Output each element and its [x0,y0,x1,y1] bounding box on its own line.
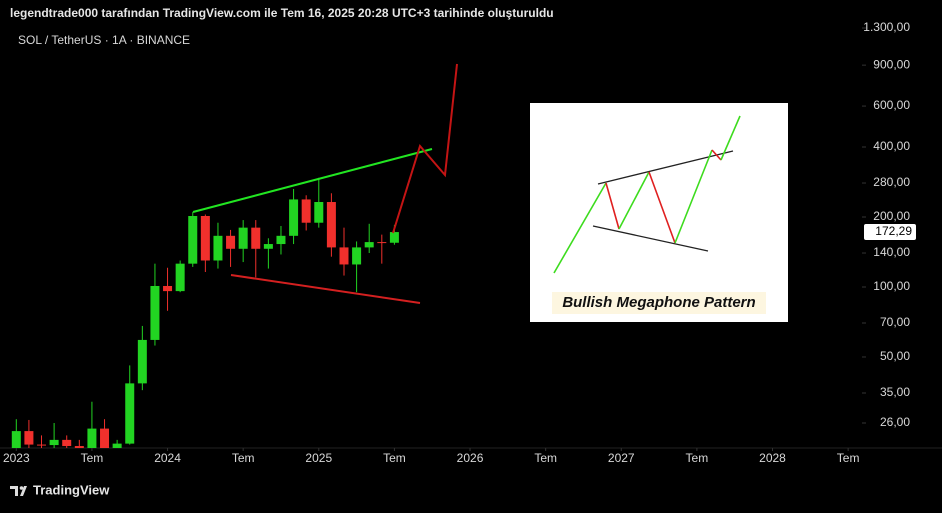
candle-body [49,439,59,446]
candle-body [24,431,34,445]
inset-label-bg [552,292,766,314]
x-tick-label: Tem [383,451,406,465]
x-tick-label: 2028 [759,451,786,465]
candle-body [314,202,324,223]
candle-body [150,285,160,340]
y-tick-label: 35,00 [880,385,910,399]
y-tick-label: 900,00 [873,57,910,71]
x-tick-label: 2025 [305,451,332,465]
x-tick-label: 2024 [154,451,181,465]
candle-body [137,339,147,384]
x-tick-label: Tem [534,451,557,465]
candle-body [11,431,21,448]
candle-body [263,244,273,249]
candle-body [62,439,72,447]
y-tick-label: 50,00 [880,349,910,363]
x-tick-label: Tem [81,451,104,465]
inset-leg [605,182,620,230]
candle-body [238,227,248,249]
candle-body [389,232,399,243]
y-tick-label: 26,00 [880,415,910,429]
candle-body [125,383,135,444]
y-axis: 26,00 35,00 50,00 70,00 100,00 140,00 200,00 28… [862,20,910,429]
candle-body [339,247,349,265]
candle-body [301,199,311,223]
x-tick-label: 2027 [608,451,635,465]
candle-body [188,215,198,264]
inset-label: Bullish Megaphone Pattern [562,294,755,311]
candle-body [326,202,336,248]
y-tick-label: 200,00 [873,209,910,223]
upper-trendline [192,148,433,213]
y-tick-label: 140,00 [873,245,910,259]
plot-area [11,177,399,448]
candle-body [163,285,173,292]
footer-brand: TradingView [33,482,110,497]
footer-logo [10,486,27,496]
candle-body [364,242,374,248]
candle-body [352,247,362,265]
candle-body [226,235,236,249]
symbol-legend: SOL / TetherUS · 1A · BINANCE [18,33,190,47]
candle-body [74,446,84,448]
candle-body [213,235,223,261]
candle-body [87,428,97,448]
candle-body [377,242,387,244]
inset-upper-line [597,150,734,185]
candle-body [37,444,47,446]
inset-leg [720,115,741,161]
y-tick-label: 70,00 [880,315,910,329]
inset-leg [648,171,676,244]
x-tick-label: Tem [232,451,255,465]
candle-body [112,443,122,448]
logo-dot [19,486,24,490]
last-price-label: 172,29 [875,224,912,238]
candle-body [175,263,185,292]
inset-leg [618,171,650,230]
lower-trendline [230,274,421,304]
last-price-box [864,224,916,241]
header-caption: legendtrade000 tarafından TradingView.co… [10,6,554,20]
inset-background [530,103,788,322]
y-tick-label: 100,00 [873,279,910,293]
candle-body [200,215,210,261]
x-tick-label: Tem [686,451,709,465]
y-tick-label: 600,00 [873,98,910,112]
y-tick-label: 1.300,00 [863,20,910,34]
candle-body [289,199,299,236]
inset-lower-line [592,225,709,252]
candle-body [276,235,286,245]
x-tick-label: Tem [837,451,860,465]
inset-leg [674,149,713,244]
inset-leg [553,182,607,274]
candle-body [251,227,261,249]
projection-path [392,63,458,234]
y-tick-label: 400,00 [873,139,910,153]
y-tick-label: 280,00 [873,175,910,189]
candle-body [100,428,110,448]
x-tick-label: 2023 [3,451,30,465]
logo-mark [10,486,27,496]
inset-leg [711,149,722,161]
x-axis: 2023 Tem 2024 Tem 2025 Tem 2026 Tem 2027 Tem 2028 T… [3,448,860,465]
pattern-inset: Bullish Megaphone Pattern [530,103,788,322]
x-tick-label: 2026 [457,451,484,465]
